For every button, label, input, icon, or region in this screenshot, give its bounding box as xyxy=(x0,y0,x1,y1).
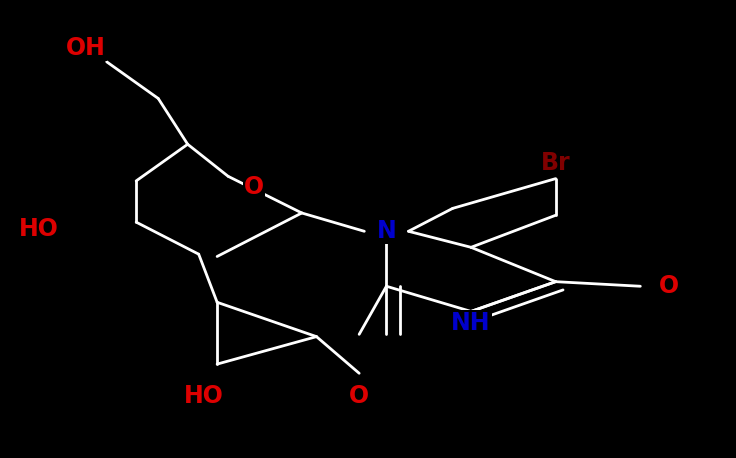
Text: Br: Br xyxy=(541,151,570,174)
Text: NH: NH xyxy=(451,311,491,335)
Text: OH: OH xyxy=(66,36,106,60)
Text: N: N xyxy=(377,219,396,243)
Text: HO: HO xyxy=(18,217,58,241)
Text: O: O xyxy=(659,274,679,298)
Text: HO: HO xyxy=(184,384,224,408)
Text: O: O xyxy=(349,384,369,408)
Text: O: O xyxy=(244,175,264,199)
